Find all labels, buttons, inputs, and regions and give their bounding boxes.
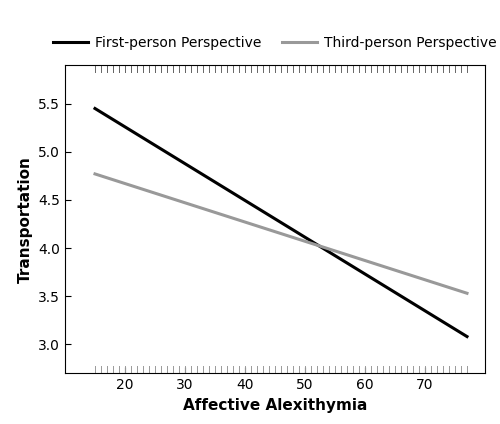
Legend: First-person Perspective, Third-person Perspective: First-person Perspective, Third-person P…: [54, 36, 496, 50]
Y-axis label: Transportation: Transportation: [18, 156, 32, 282]
X-axis label: Affective Alexithymia: Affective Alexithymia: [183, 398, 367, 413]
